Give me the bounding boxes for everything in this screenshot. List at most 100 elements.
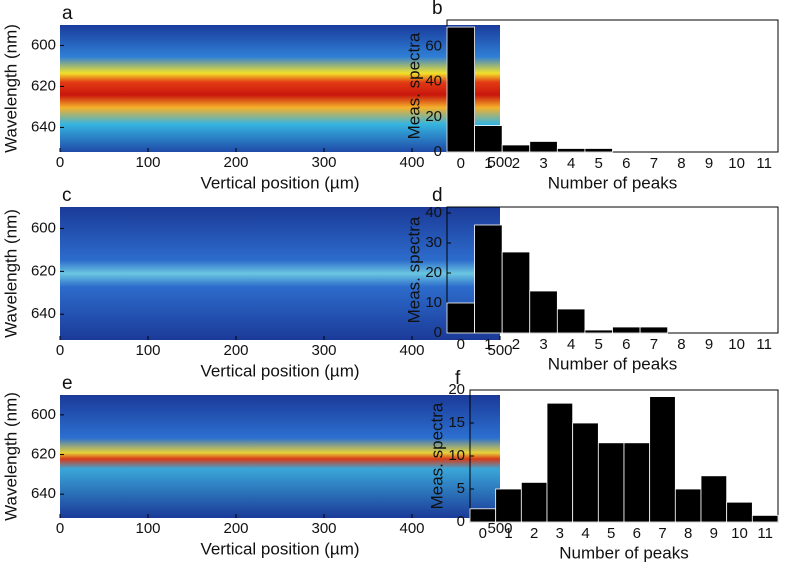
panel-label: a [62,3,73,24]
x-tick-label: 6 [622,336,630,353]
x-tick-label: 10 [728,155,745,172]
x-tick-label: 4 [567,336,575,353]
x-tick-label: 0 [56,342,64,359]
x-tick-label: 400 [399,342,424,359]
x-tick-label: 3 [556,525,564,542]
x-tick-label: 200 [223,342,248,359]
x-tick-label: 7 [650,155,658,172]
x-axis-label: Number of peaks [548,354,677,373]
y-tick-label: 40 [425,73,442,90]
bar [674,488,702,523]
x-tick-label: 0 [457,336,465,353]
x-tick-label: 7 [658,525,666,542]
x-tick-label: 2 [512,155,520,172]
x-tick-label: 8 [684,525,692,542]
y-tick-label: 640 [31,485,56,502]
bar [501,251,531,334]
y-tick-label: 0 [434,324,442,341]
x-tick-label: 400 [399,520,424,537]
y-tick-label: 600 [31,36,56,53]
y-axis-label: Meas. spectra [404,32,423,139]
x-tick-label: 0 [479,525,487,542]
bar [612,326,641,334]
heatmap [60,395,500,518]
y-tick-label: 20 [425,264,442,281]
y-tick-label: 15 [448,414,465,431]
y-tick-label: 0 [434,143,442,160]
y-tick-label: 0 [457,513,465,530]
y-axis-label: Wavelength (nm) [1,24,20,153]
y-tick-label: 5 [457,480,465,497]
x-tick-label: 1 [484,336,492,353]
x-tick-label: 8 [677,336,685,353]
x-axis-label: Vertical position (µm) [200,539,359,558]
panel-label: b [432,0,443,19]
x-tick-label: 300 [311,154,336,171]
x-tick-label: 0 [457,155,465,172]
x-tick-label: 10 [731,525,748,542]
bar [649,396,676,523]
x-tick-label: 3 [539,336,547,353]
x-tick-label: 300 [311,342,336,359]
bar [520,481,548,523]
bar [556,308,586,334]
x-tick-label: 1 [504,525,512,542]
x-axis-label: Number of peaks [548,173,677,192]
bar [726,501,753,523]
y-tick-label: 620 [31,77,56,94]
y-tick-label: 20 [425,108,442,125]
x-tick-label: 9 [705,336,713,353]
x-tick-label: 5 [595,155,603,172]
x-tick-label: 4 [567,155,575,172]
y-tick-label: 640 [31,305,56,322]
y-tick-label: 600 [31,219,56,236]
bar [751,515,779,523]
x-tick-label: 200 [223,520,248,537]
bar [546,402,574,523]
x-tick-label: 11 [756,155,772,172]
y-tick-label: 30 [425,234,442,251]
bar [529,290,558,334]
x-tick-label: 5 [595,336,603,353]
bar [572,422,599,523]
panel-label: f [455,368,461,389]
x-axis-label: Vertical position (µm) [200,173,359,192]
x-tick-label: 0 [56,520,64,537]
x-tick-label: 6 [633,525,641,542]
y-tick-label: 10 [448,447,465,464]
x-tick-label: 8 [677,155,685,172]
bar [556,148,586,153]
panel-label: d [432,185,443,206]
x-axis-label: Number of peaks [559,543,688,562]
y-axis-label: Meas. spectra [404,216,423,323]
y-tick-label: 60 [425,37,442,54]
heatmap [60,25,500,152]
bar [446,302,475,334]
bar [474,224,503,334]
x-tick-label: 11 [756,336,772,353]
y-axis-label: Wavelength (nm) [1,392,20,521]
x-tick-label: 500 [487,154,512,171]
bar [501,144,531,153]
x-tick-label: 400 [399,154,424,171]
bar [446,26,475,153]
x-tick-label: 200 [223,154,248,171]
x-tick-label: 0 [56,154,64,171]
y-tick-label: 10 [425,294,442,311]
y-tick-label: 40 [425,204,442,221]
y-tick-label: 20 [448,381,465,398]
x-tick-label: 100 [135,342,160,359]
bar [474,125,503,153]
x-tick-label: 300 [311,520,336,537]
bar [639,326,669,334]
x-tick-label: 4 [581,525,589,542]
bar [495,488,522,523]
x-tick-label: 9 [710,525,718,542]
x-tick-label: 2 [512,336,520,353]
bar [529,141,558,153]
y-axis-label: Wavelength (nm) [1,209,20,338]
x-tick-label: 3 [539,155,547,172]
x-tick-label: 1 [484,155,492,172]
y-tick-label: 600 [31,406,56,423]
